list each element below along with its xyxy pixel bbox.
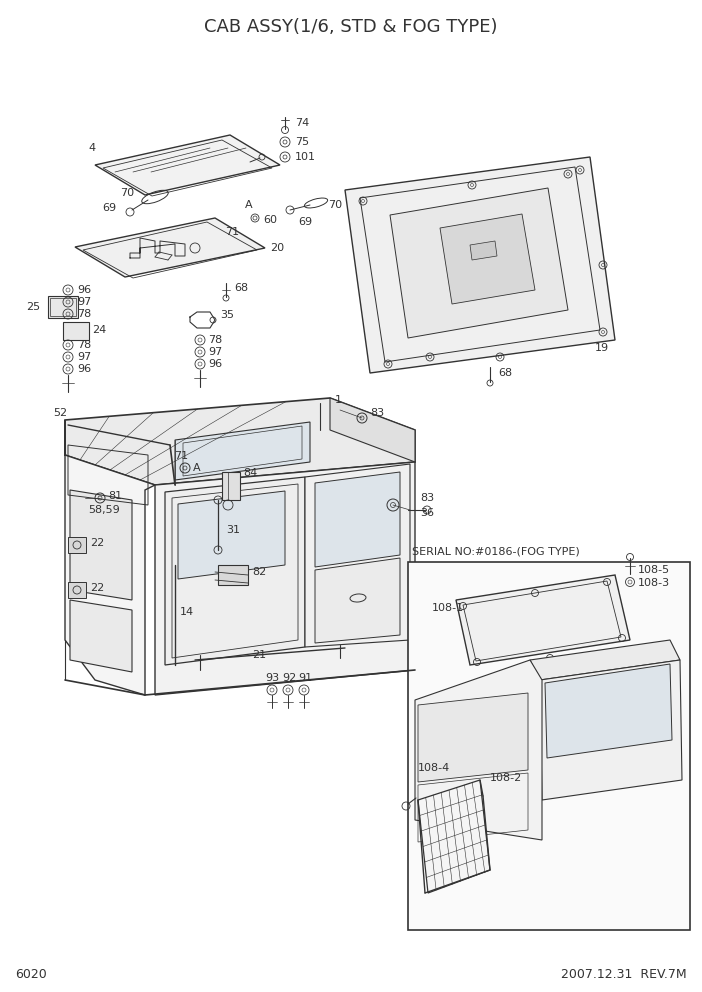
Text: 96: 96 — [77, 285, 91, 295]
Bar — [408, 562, 690, 930]
Text: 21: 21 — [252, 650, 266, 660]
Text: 101: 101 — [295, 152, 316, 162]
Text: 22: 22 — [90, 538, 105, 548]
Text: 25: 25 — [26, 302, 40, 312]
Text: 68: 68 — [234, 283, 248, 293]
Text: 69: 69 — [298, 217, 312, 227]
Polygon shape — [178, 491, 285, 579]
Polygon shape — [65, 420, 155, 695]
Text: 52: 52 — [53, 408, 67, 418]
Polygon shape — [75, 218, 265, 277]
Text: 35: 35 — [220, 310, 234, 320]
Text: 4: 4 — [88, 143, 95, 153]
Text: 6020: 6020 — [15, 968, 47, 981]
Text: 108-3: 108-3 — [638, 578, 670, 588]
Polygon shape — [95, 135, 280, 195]
Polygon shape — [330, 398, 415, 462]
Polygon shape — [545, 664, 672, 758]
Polygon shape — [165, 477, 305, 665]
Polygon shape — [175, 422, 310, 480]
Text: 84: 84 — [243, 468, 257, 478]
Text: 97: 97 — [208, 347, 223, 357]
Text: 20: 20 — [270, 243, 284, 253]
Text: 36: 36 — [420, 508, 434, 518]
Polygon shape — [305, 464, 410, 647]
Text: 2007.12.31  REV.7M: 2007.12.31 REV.7M — [562, 968, 687, 981]
Text: 81: 81 — [108, 491, 122, 501]
Polygon shape — [345, 157, 615, 373]
Polygon shape — [470, 241, 497, 260]
Text: 82: 82 — [252, 567, 266, 577]
Text: 108-4: 108-4 — [418, 763, 450, 773]
Text: 78: 78 — [77, 309, 91, 319]
Bar — [68, 582, 86, 598]
Text: A: A — [193, 463, 201, 473]
Text: 68: 68 — [498, 368, 512, 378]
Polygon shape — [530, 640, 680, 680]
Text: 83: 83 — [370, 408, 384, 418]
Text: 14: 14 — [180, 607, 194, 617]
Polygon shape — [315, 472, 400, 567]
Text: 92: 92 — [282, 673, 296, 683]
Text: 83: 83 — [420, 493, 434, 503]
Polygon shape — [70, 600, 132, 672]
Polygon shape — [440, 214, 535, 304]
Polygon shape — [540, 660, 682, 800]
Polygon shape — [418, 693, 528, 782]
Text: 96: 96 — [208, 359, 222, 369]
Polygon shape — [390, 188, 568, 338]
Text: 71: 71 — [225, 227, 239, 237]
Text: 93: 93 — [265, 673, 279, 683]
Text: 108-1: 108-1 — [432, 603, 464, 613]
Polygon shape — [456, 575, 630, 665]
Bar — [50, 298, 76, 316]
Text: 24: 24 — [92, 325, 106, 335]
Text: A: A — [245, 200, 253, 210]
Polygon shape — [315, 558, 400, 643]
Polygon shape — [155, 462, 415, 695]
Text: 69: 69 — [102, 203, 116, 213]
Text: CAB ASSY(1/6, STD & FOG TYPE): CAB ASSY(1/6, STD & FOG TYPE) — [204, 18, 498, 36]
Text: 71: 71 — [174, 451, 188, 461]
Text: 97: 97 — [77, 352, 91, 362]
Bar — [218, 565, 248, 585]
Bar — [222, 472, 240, 500]
Text: SERIAL NO:#0186-(FOG TYPE): SERIAL NO:#0186-(FOG TYPE) — [412, 547, 580, 557]
Text: 91: 91 — [298, 673, 312, 683]
Text: 60: 60 — [263, 215, 277, 225]
Text: 108-2: 108-2 — [490, 773, 522, 783]
Text: 78: 78 — [77, 340, 91, 350]
Text: 75: 75 — [295, 137, 309, 147]
Bar — [63, 322, 89, 340]
Text: 74: 74 — [295, 118, 310, 128]
Text: 1: 1 — [335, 395, 342, 405]
Text: 31: 31 — [226, 525, 240, 535]
Text: 70: 70 — [328, 200, 342, 210]
Polygon shape — [70, 490, 132, 600]
Text: 108-5: 108-5 — [638, 565, 670, 575]
Text: 58,59: 58,59 — [88, 505, 120, 515]
Text: 78: 78 — [208, 335, 223, 345]
Polygon shape — [65, 398, 415, 485]
Polygon shape — [418, 780, 490, 893]
Text: 70: 70 — [120, 188, 134, 198]
Text: 97: 97 — [77, 297, 91, 307]
Bar — [68, 537, 86, 553]
Bar — [48, 296, 78, 318]
Text: 19: 19 — [595, 343, 609, 353]
Text: 96: 96 — [77, 364, 91, 374]
Text: 22: 22 — [90, 583, 105, 593]
Polygon shape — [415, 660, 542, 840]
